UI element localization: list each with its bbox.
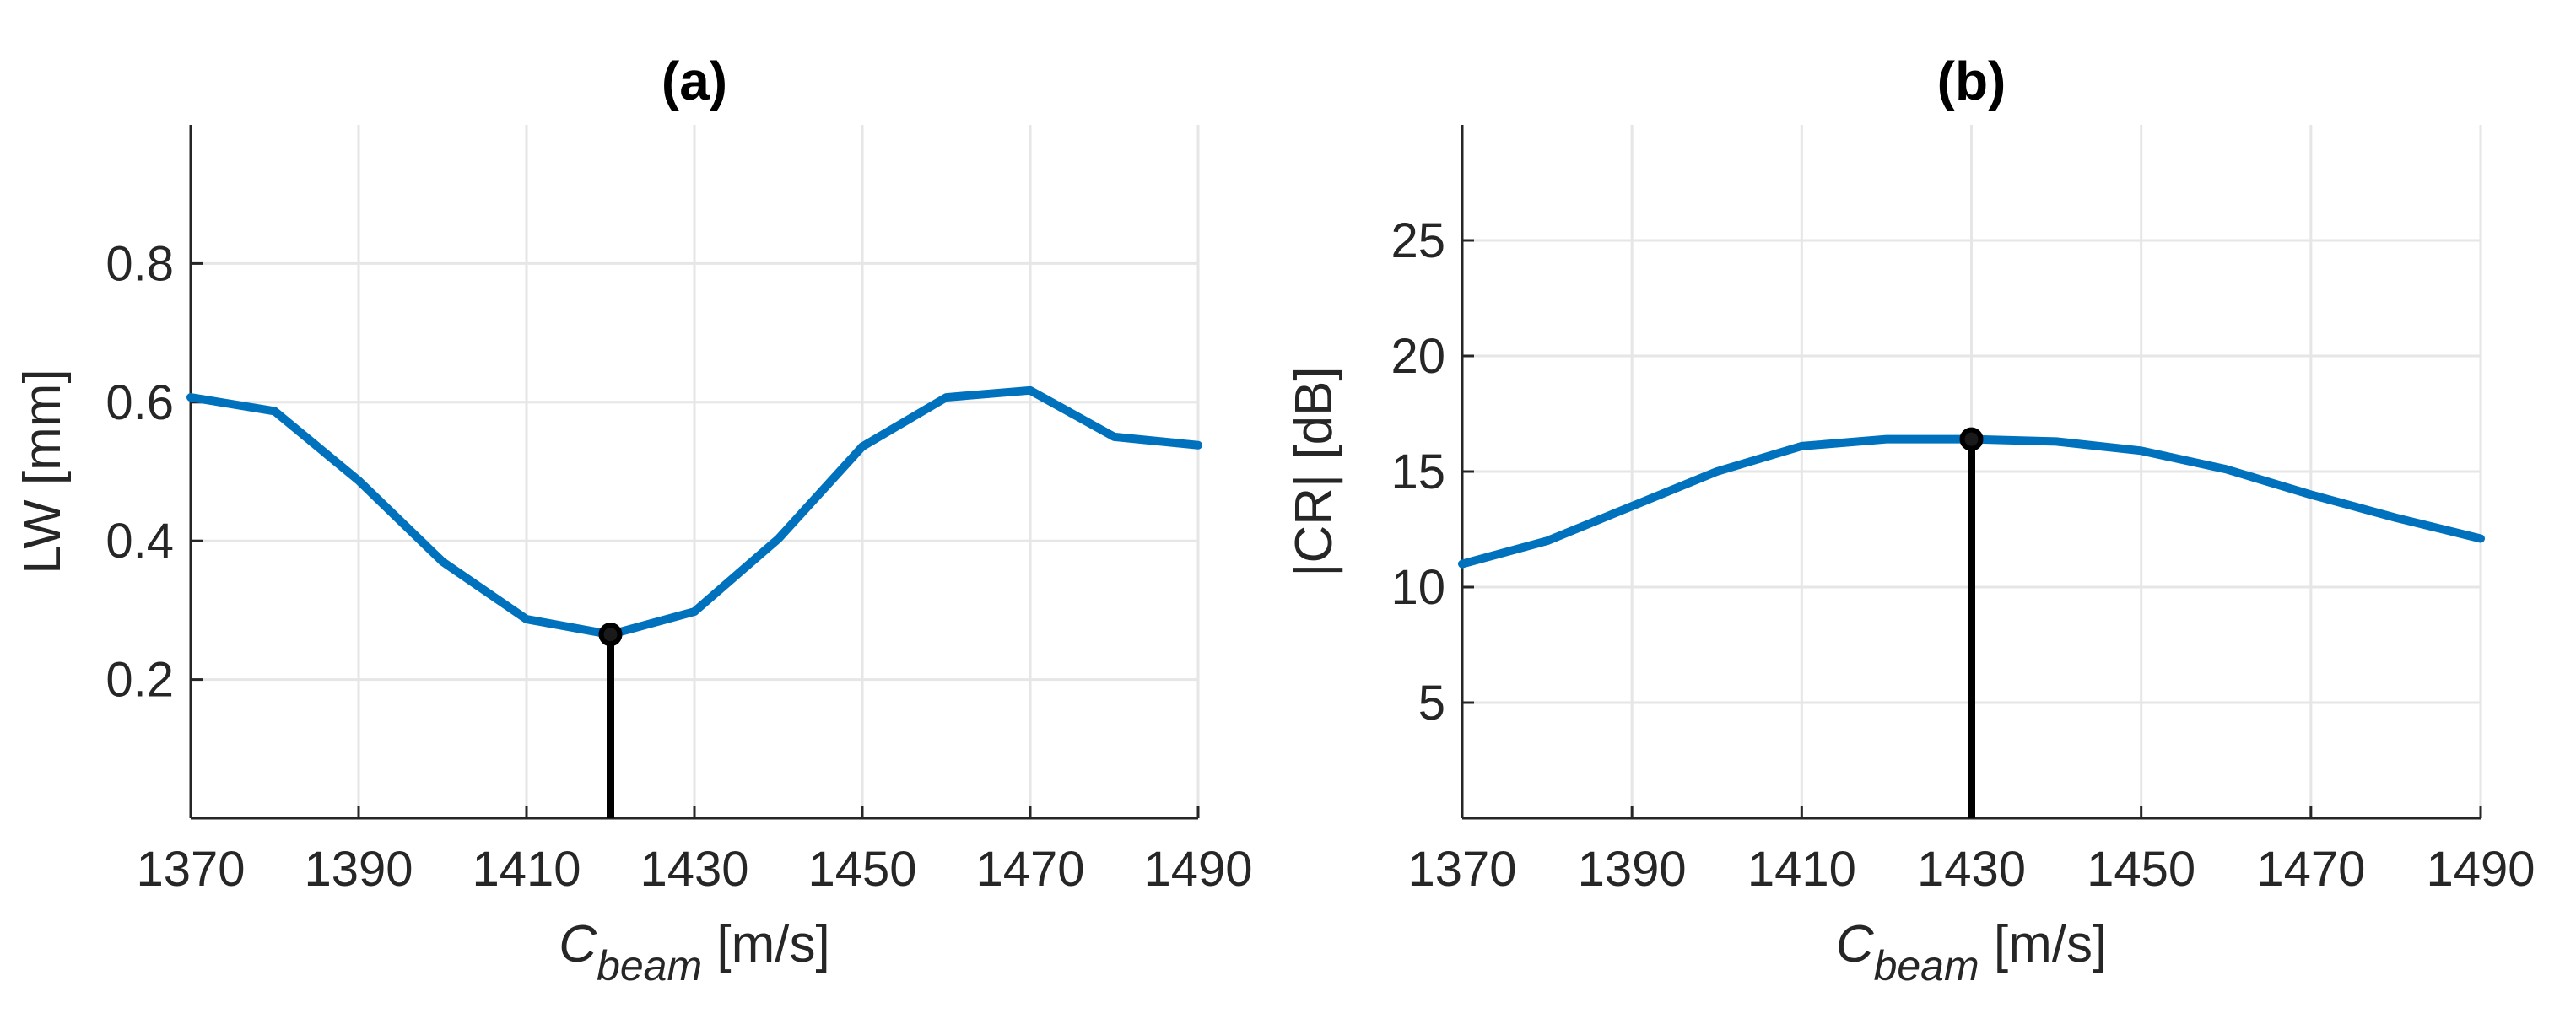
- panel-0-xtick-label: 1490: [1143, 842, 1252, 897]
- panel-1-title: (b): [1937, 51, 2006, 111]
- panel-1-xlabel: Cbeam [m/s]: [1836, 915, 2107, 989]
- panel-0-xtick-label: 1370: [136, 842, 245, 897]
- panel-1-xtick-label: 1490: [2426, 842, 2535, 897]
- panel-0-ytick-label: 0.6: [105, 375, 174, 430]
- panel-1-ytick-label: 10: [1391, 560, 1445, 615]
- panel-0-xtick-label: 1390: [304, 842, 413, 897]
- panel-0-title: (a): [662, 51, 727, 111]
- panel-0-ylabel: LW [mm]: [14, 369, 72, 574]
- panel-1-ytick-label: 20: [1391, 329, 1445, 384]
- panel-0-xlabel-main: C: [559, 915, 597, 973]
- panel-1-xlabel-main: C: [1836, 915, 1875, 973]
- panel-1-xlabel-sub: beam: [1874, 942, 1979, 989]
- panel-1-xtick-label: 1450: [2087, 842, 2195, 897]
- panel-1-stem-marker: [1959, 427, 1984, 451]
- panel-0-xtick-label: 1470: [975, 842, 1084, 897]
- panel-a: 1370 1390 1410 1430 1450 1470 1490 0.2 0.4 0.6 0.8…: [14, 51, 1253, 989]
- panel-1-xtick-label: 1430: [1917, 842, 2026, 897]
- panel-0-ytick-label: 0.8: [105, 236, 174, 291]
- panel-b: 1370 1390 1410 1430 1450 1470 1490 5 10 15 20 25 (b)…: [1285, 51, 2535, 989]
- panel-0-xtick-label: 1450: [807, 842, 916, 897]
- panel-0-xtick-label: 1430: [640, 842, 748, 897]
- panel-1-ytick-label: 5: [1418, 676, 1445, 730]
- panel-1-ylabel: |CR| [dB]: [1285, 366, 1343, 576]
- panel-0-xlabel-sub: beam: [597, 942, 702, 989]
- panel-1-xtick-label: 1370: [1407, 842, 1516, 897]
- panel-0-series-line: [186, 385, 1202, 639]
- panel-0-xtick-label: 1410: [472, 842, 581, 897]
- panel-1-ytick-label: 25: [1391, 213, 1445, 268]
- panel-1-xlabel-units: [m/s]: [1979, 915, 2108, 973]
- panel-0-xlabel: Cbeam [m/s]: [559, 915, 829, 989]
- panel-0-ytick-label: 0.2: [105, 653, 174, 708]
- panel-1-ytick-label: 15: [1391, 445, 1445, 499]
- panel-0-ytick-label: 0.4: [105, 514, 174, 569]
- panel-0-stem-marker: [598, 623, 623, 647]
- panel-1-xtick-label: 1470: [2256, 842, 2365, 897]
- panel-0-xlabel-units: [m/s]: [702, 915, 830, 973]
- panel-1-xtick-label: 1410: [1747, 842, 1856, 897]
- panel-1-xtick-label: 1390: [1578, 842, 1687, 897]
